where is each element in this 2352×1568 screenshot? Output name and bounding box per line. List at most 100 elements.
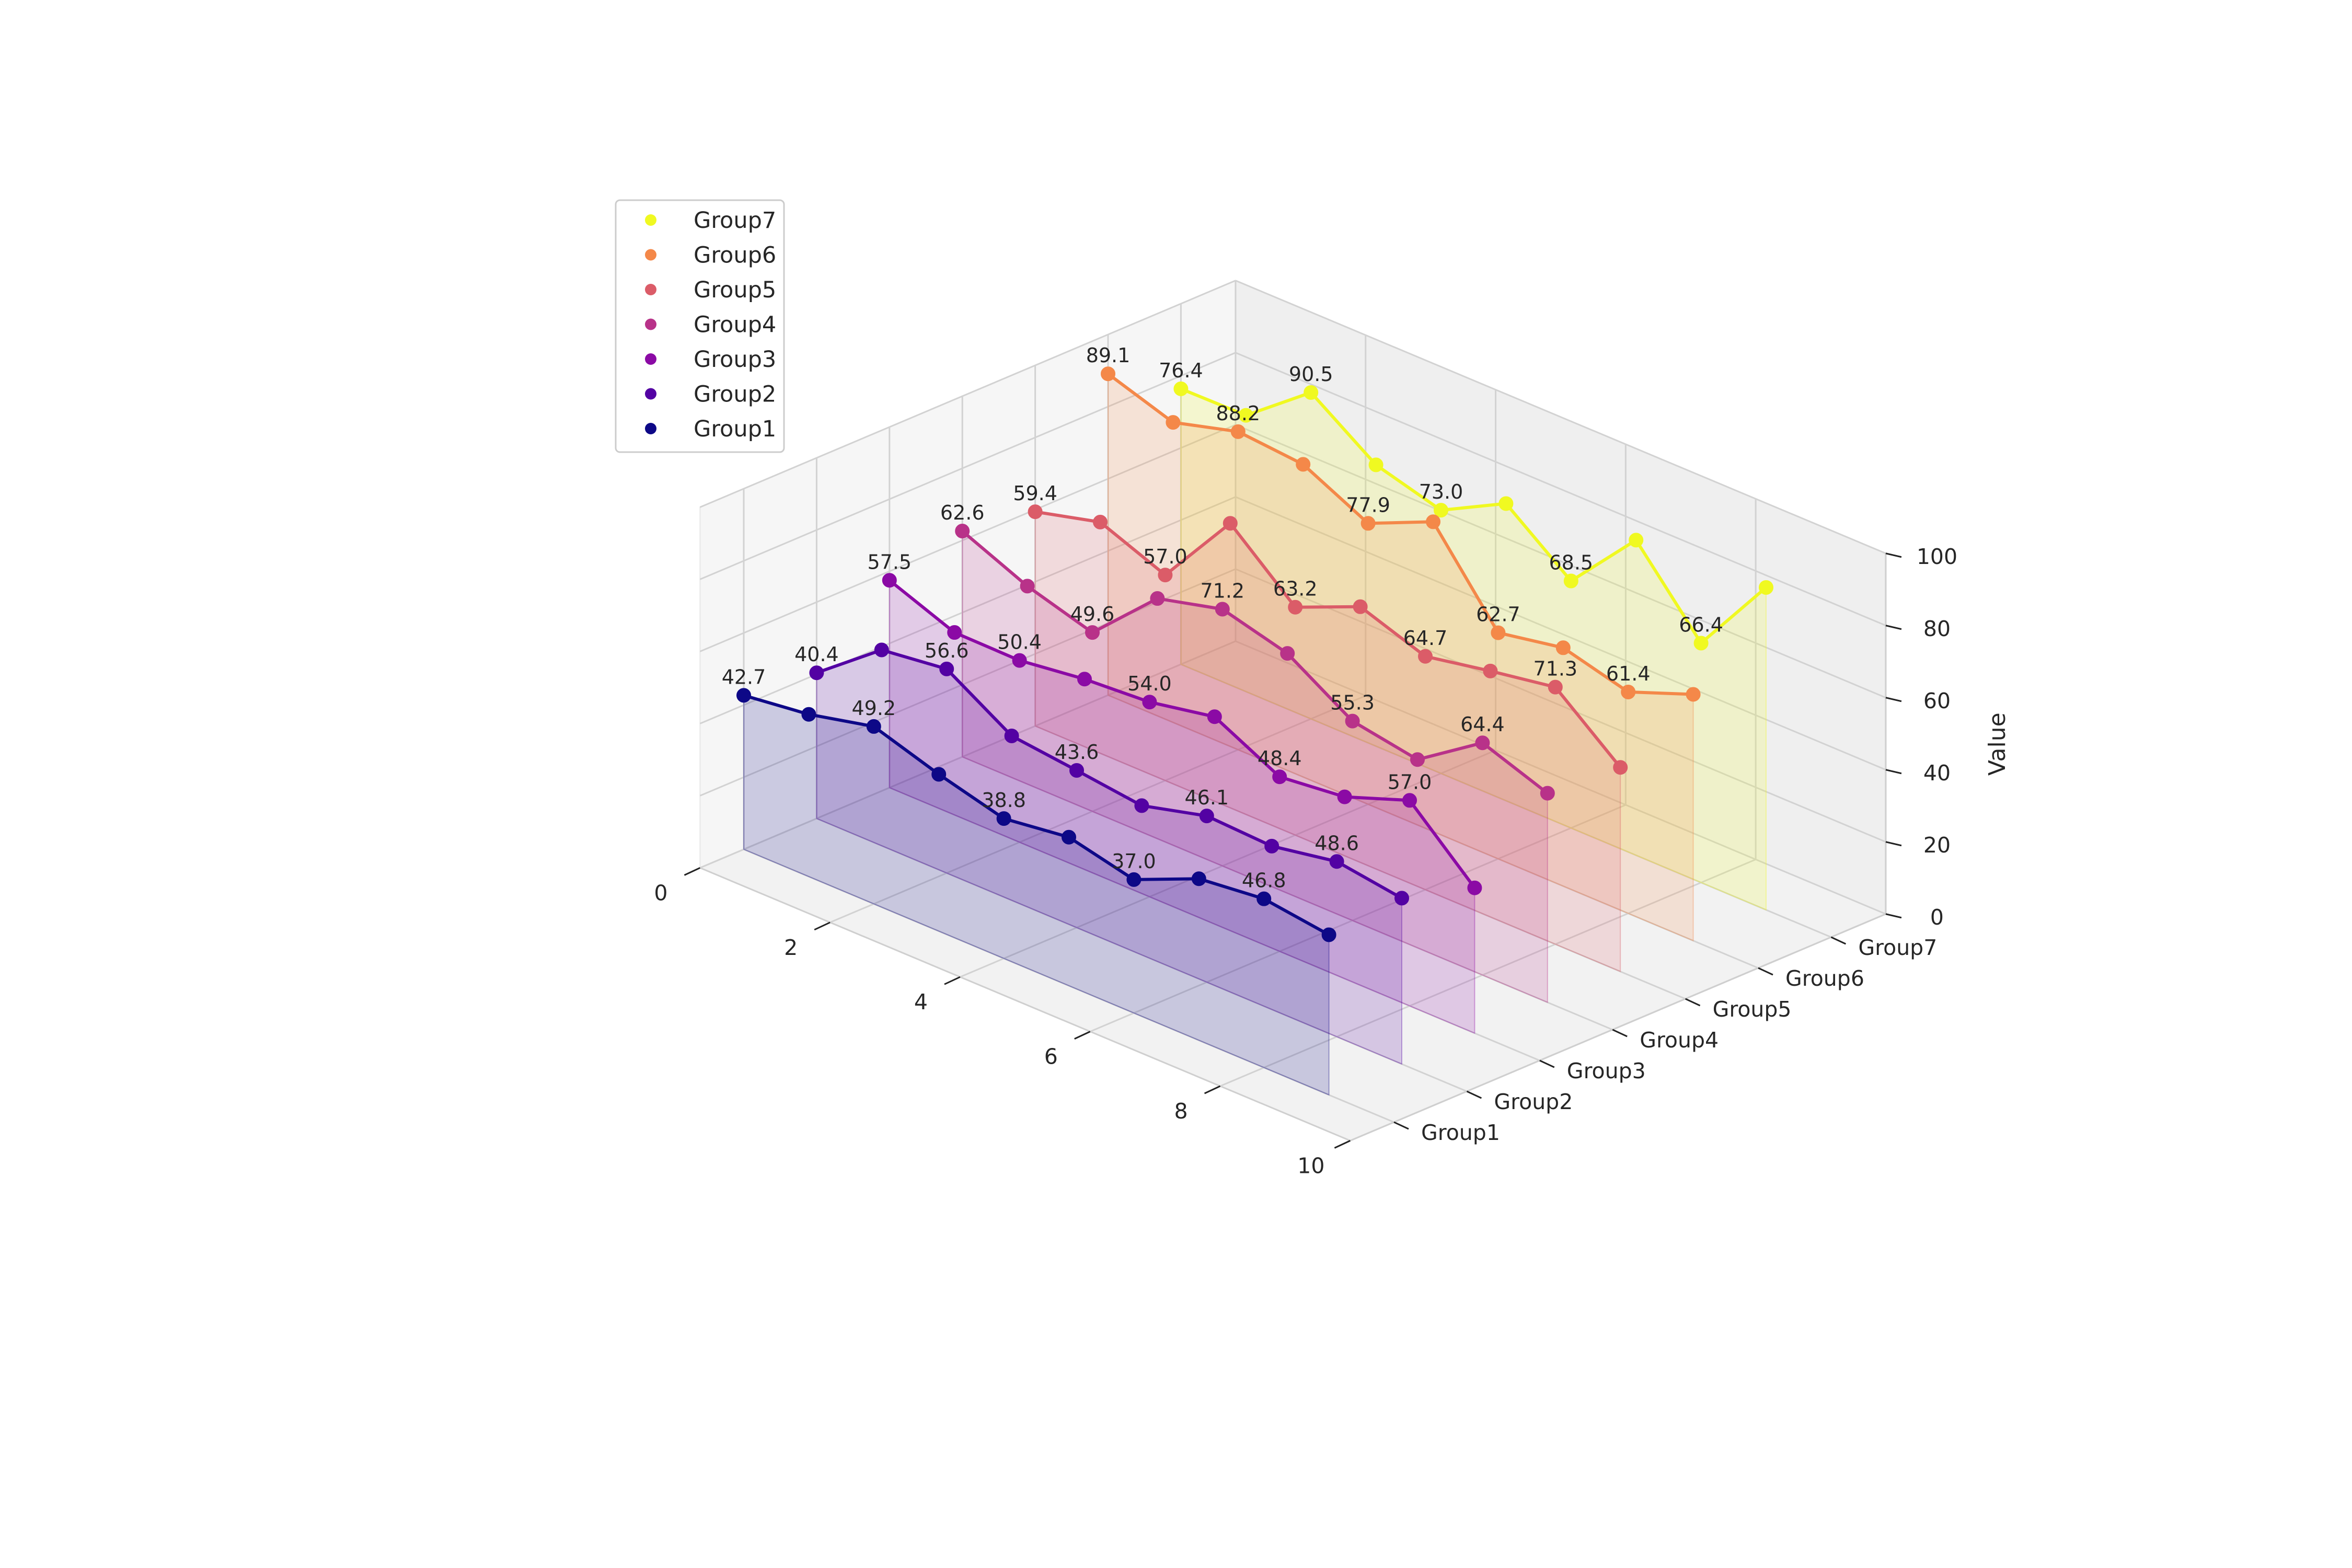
x-tick-label: 8 [1174, 1099, 1188, 1124]
back-gridline-z [1235, 424, 1886, 699]
data-label-group1: 49.2 [851, 697, 896, 720]
floor-gridline-x [1219, 858, 1756, 1087]
point-group1 [1321, 927, 1336, 942]
series-group2: 40.4 56.6 43.6 46.1 48.6 [794, 639, 1409, 1065]
point-group7 [1434, 503, 1448, 518]
point-group4 [1475, 735, 1490, 751]
point-group4 [955, 524, 970, 539]
point-group6 [1230, 424, 1246, 439]
line-group7 [1180, 387, 1767, 645]
x-tick-label: 6 [1044, 1044, 1058, 1069]
data-label-group3: 48.4 [1258, 747, 1302, 770]
series-group5: 59.4 57.0 63.2 64.7 71.3 [1013, 482, 1628, 973]
point-group2 [1069, 763, 1084, 778]
x-tick [814, 921, 831, 931]
point-group5 [1483, 663, 1498, 678]
data-label-group6: 88.2 [1216, 402, 1260, 425]
legend-marker-group1 [645, 423, 656, 434]
point-group3 [1077, 672, 1092, 687]
point-group3 [1467, 880, 1482, 895]
floor-gridline-group [1180, 663, 1831, 938]
point-group5 [1093, 514, 1108, 529]
group-tick-label: Group4 [1640, 1028, 1719, 1053]
point-group4 [1085, 625, 1100, 640]
x-tick-label: 4 [914, 989, 928, 1014]
data-label-group5: 59.4 [1013, 482, 1057, 505]
legend-label-group6: Group6 [694, 243, 776, 269]
point-group2 [1004, 728, 1019, 743]
point-group6 [1166, 415, 1181, 430]
point-group2 [1264, 838, 1279, 854]
legend-marker-group6 [645, 249, 656, 261]
point-group4 [1345, 713, 1360, 729]
data-label-group3: 50.4 [997, 631, 1042, 654]
left-gridline-z [699, 280, 1236, 508]
z-tick-label: 20 [1923, 833, 1951, 858]
point-group3 [1402, 793, 1417, 808]
data-label-group1: 38.8 [982, 789, 1026, 812]
line-group3 [888, 579, 1476, 889]
group-tick [1393, 1121, 1409, 1130]
group-tick [1539, 1059, 1555, 1068]
group-tick-label: Group3 [1567, 1058, 1646, 1083]
z-tick-label: 40 [1923, 760, 1951, 786]
x-tick-label: 10 [1297, 1153, 1324, 1178]
left-gridline-z [699, 568, 1236, 797]
data-label-group6: 77.9 [1346, 493, 1390, 516]
point-group7 [1629, 533, 1644, 548]
series-group7: 76.4 90.5 73.0 68.5 66.4 [1159, 359, 1773, 911]
z-tick [1885, 625, 1902, 630]
group-tick-label: Group1 [1421, 1120, 1500, 1145]
group-tick [1612, 1029, 1628, 1037]
back-gridline-z [1235, 496, 1886, 771]
floor-gridline-group [1035, 725, 1686, 1000]
legend-marker-group3 [645, 353, 656, 365]
data-label-group1: 37.0 [1112, 850, 1156, 873]
point-group3 [1272, 769, 1287, 785]
x-tick [1204, 1085, 1221, 1094]
legend-label-group3: Group3 [694, 347, 776, 373]
point-group5 [1223, 516, 1238, 531]
line-group1 [743, 694, 1330, 937]
z-tick [1885, 697, 1902, 702]
group-tick [1758, 967, 1773, 976]
group-tick-label: Group7 [1858, 935, 1937, 960]
data-label-group3: 54.0 [1127, 672, 1172, 695]
point-group5 [1353, 599, 1368, 614]
point-group5 [1158, 568, 1173, 583]
point-group5 [1548, 679, 1563, 695]
group-tick-label: Group5 [1713, 997, 1792, 1022]
legend-label-group1: Group1 [694, 416, 776, 442]
data-label-group5: 63.2 [1273, 578, 1318, 601]
point-group1 [736, 688, 751, 703]
legend: Group7 Group6 Group5 Group4 Group3 Group2 Grou… [615, 199, 785, 453]
floor-gridline-group [889, 787, 1540, 1062]
point-group1 [1256, 891, 1272, 906]
point-group2 [1134, 798, 1149, 813]
line-group2 [816, 648, 1403, 900]
point-group6 [1426, 514, 1440, 529]
z-axis-label: Value [1984, 712, 2011, 776]
back-gridline-z [1235, 352, 1886, 627]
x-tick-label: 2 [784, 935, 798, 960]
point-group4 [1150, 591, 1165, 606]
point-group2 [874, 642, 889, 658]
line-group5 [1035, 510, 1622, 769]
point-group2 [809, 665, 824, 681]
point-group3 [1337, 789, 1352, 804]
data-label-group4: 71.2 [1200, 580, 1244, 603]
point-group7 [1498, 496, 1514, 511]
group-tick [1830, 936, 1847, 945]
point-group6 [1686, 687, 1701, 702]
point-group6 [1491, 625, 1506, 640]
back-gridline-z [1235, 640, 1886, 915]
group-tick [1685, 998, 1701, 1007]
x-tick [1074, 1031, 1091, 1040]
data-label-group4: 64.4 [1460, 713, 1505, 736]
left-gridline-z [699, 640, 1236, 869]
point-group7 [1759, 580, 1773, 595]
z-tick-label: 100 [1917, 544, 1957, 569]
point-group1 [866, 719, 881, 734]
floor-gridline-group [962, 756, 1613, 1031]
